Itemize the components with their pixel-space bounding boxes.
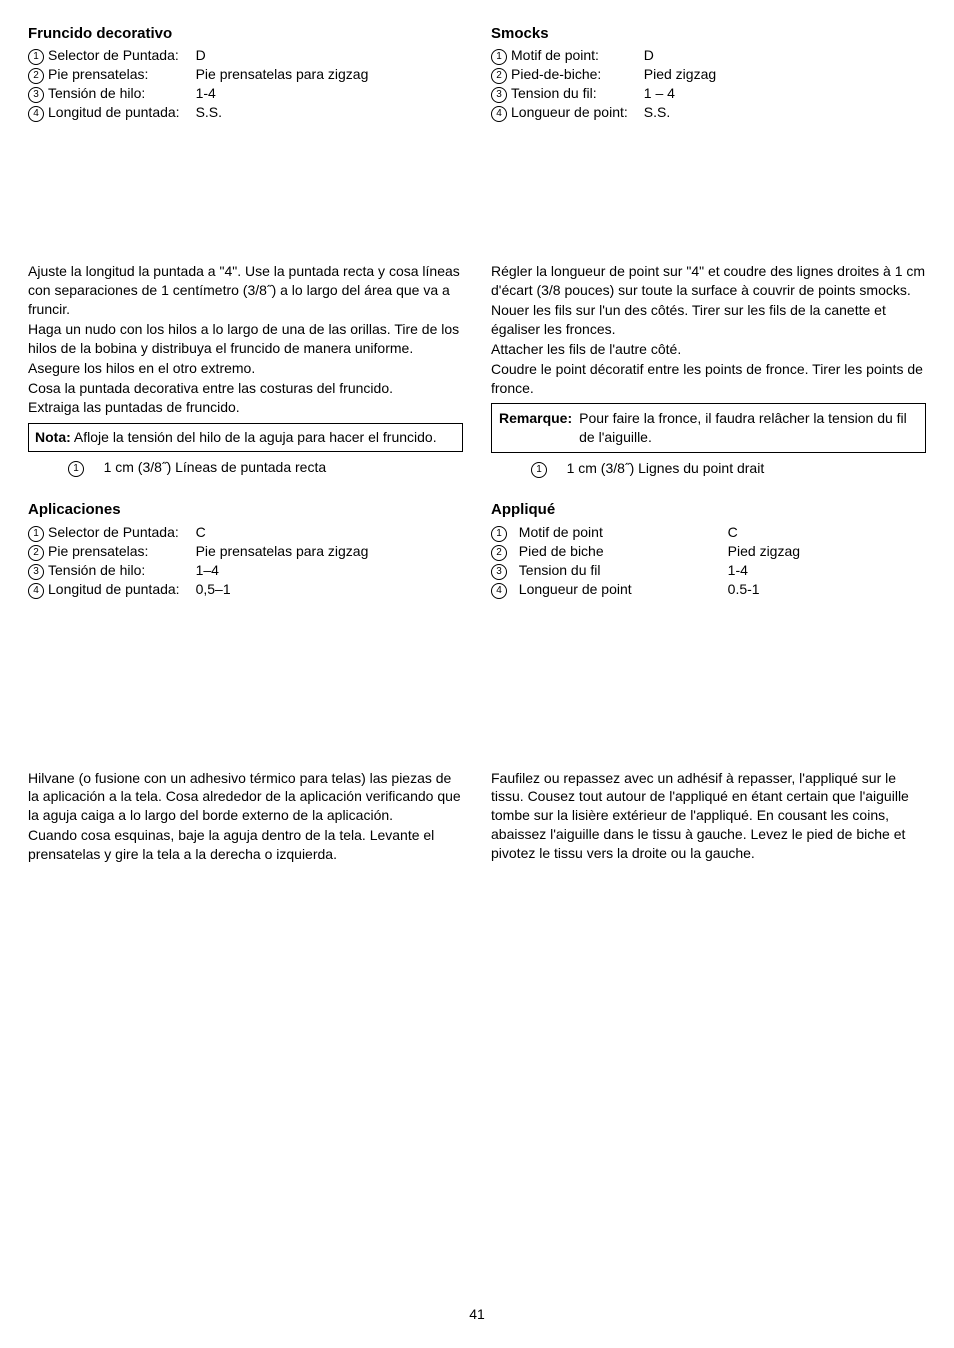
aplic-body: Hilvane (o fusione con un adhesivo térmi… — [28, 769, 463, 865]
fruncido-body: Ajuste la longitud la puntada a "4". Use… — [28, 262, 463, 478]
col-left: Fruncido decorativo 1Selector de Puntada… — [28, 24, 463, 122]
smocks-note: Remarque: Pour faire la fronce, il faudr… — [491, 403, 926, 453]
smocks-caption: 1 1 cm (3/8˝) Lignes du point drait — [491, 459, 926, 478]
page-number: 41 — [28, 1305, 926, 1324]
top-row: Fruncido decorativo 1Selector de Puntada… — [28, 24, 926, 122]
aplic-settings: 1Selector de Puntada:C 2Pie prensatelas:… — [28, 523, 374, 599]
aplic-title: Aplicaciones — [28, 500, 463, 520]
applique-head: Appliqué 1 Motif de pointC 2 Pied de bic… — [491, 500, 926, 598]
applique-body: Faufilez ou repassez avec un adhésif à r… — [491, 769, 926, 865]
fruncido-settings: 1Selector de Puntada:D 2Pie prensatelas:… — [28, 46, 374, 122]
smocks-title: Smocks — [491, 24, 926, 44]
row-2-body: Hilvane (o fusione con un adhesivo térmi… — [28, 769, 926, 865]
page: Fruncido decorativo 1Selector de Puntada… — [28, 24, 926, 1324]
smocks-settings: 1Motif de point:D 2Pied-de-biche:Pied zi… — [491, 46, 722, 122]
body-row-1: Ajuste la longitud la puntada a "4". Use… — [28, 262, 926, 478]
aplic-head: Aplicaciones 1Selector de Puntada:C 2Pie… — [28, 500, 463, 598]
col-right: Smocks 1Motif de point:D 2Pied-de-biche:… — [491, 24, 926, 122]
fruncido-title: Fruncido decorativo — [28, 24, 463, 44]
fruncido-note: Nota: Afloje la tensión del hilo de la a… — [28, 423, 463, 452]
smocks-body: Régler la longueur de point sur "4" et c… — [491, 262, 926, 478]
row-2-head: Aplicaciones 1Selector de Puntada:C 2Pie… — [28, 500, 926, 598]
fruncido-caption: 1 1 cm (3/8˝) Líneas de puntada recta — [28, 458, 463, 477]
applique-title: Appliqué — [491, 500, 926, 520]
applique-settings: 1 Motif de pointC 2 Pied de bichePied zi… — [491, 523, 806, 599]
